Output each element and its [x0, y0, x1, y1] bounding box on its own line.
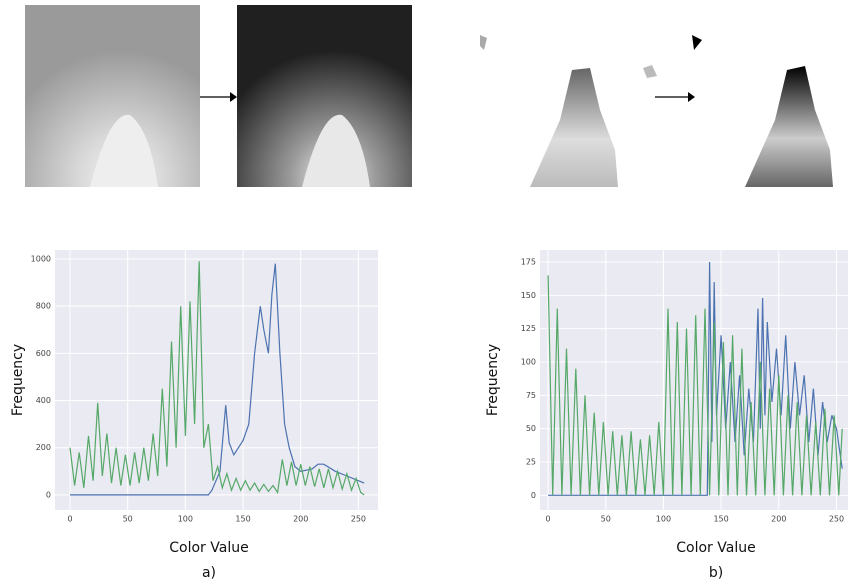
y-tick-label: 200 [36, 443, 51, 452]
x-tick-label: 150 [235, 515, 250, 524]
y-tick-label: 100 [521, 358, 536, 367]
plot-area [55, 250, 378, 510]
y-tick-label: 600 [36, 349, 51, 358]
y-axis-label: Frequency [485, 344, 501, 416]
x-tick-label: 250 [351, 515, 366, 524]
y-tick-label: 400 [36, 396, 51, 405]
x-tick-label: 150 [713, 515, 728, 524]
x-axis-label: Color Value [169, 540, 248, 556]
x-tick-label: 200 [771, 515, 786, 524]
data-line [69, 261, 365, 496]
x-tick-label: 50 [123, 515, 133, 524]
data-line [548, 261, 843, 496]
image-highlight [90, 114, 158, 187]
y-tick-label: 0 [531, 491, 536, 500]
image-highlight [302, 114, 370, 187]
x-axis-label: Color Value [676, 540, 755, 556]
image-fragment [643, 65, 657, 78]
caption: a) [202, 565, 216, 581]
y-tick-label: 1000 [31, 254, 51, 263]
image-fragment [692, 35, 702, 50]
x-tick-label: 100 [656, 515, 671, 524]
y-tick-label: 50 [526, 424, 536, 433]
data-line [547, 275, 843, 496]
x-tick-label: 0 [67, 515, 72, 524]
y-tick-label: 0 [46, 490, 51, 499]
arrow-head [230, 92, 237, 102]
image-segmented [530, 68, 618, 187]
arrow-head [688, 92, 695, 102]
y-axis-label: Frequency [10, 344, 26, 416]
y-tick-label: 175 [521, 258, 536, 267]
image-segmented-enhanced [745, 66, 833, 187]
data-line [70, 263, 365, 496]
x-tick-label: 250 [829, 515, 844, 524]
y-tick-label: 125 [521, 324, 536, 333]
caption: b) [709, 565, 723, 581]
y-tick-label: 150 [521, 291, 536, 300]
x-tick-label: 100 [178, 515, 193, 524]
y-tick-label: 25 [526, 458, 536, 467]
y-tick-label: 800 [36, 302, 51, 311]
x-tick-label: 200 [293, 515, 308, 524]
y-tick-label: 75 [526, 391, 536, 400]
image-fragment [480, 35, 487, 50]
x-tick-label: 50 [601, 515, 611, 524]
x-tick-label: 0 [546, 515, 551, 524]
